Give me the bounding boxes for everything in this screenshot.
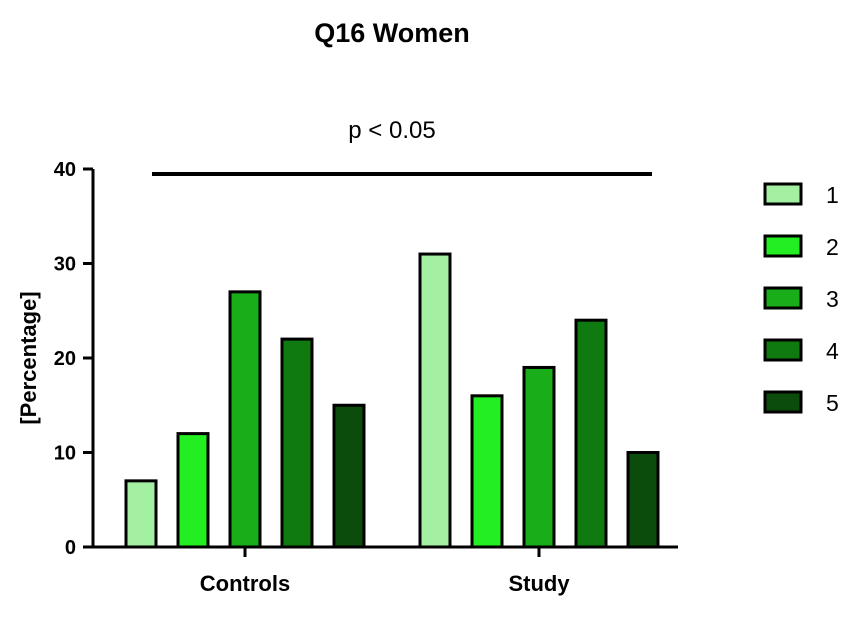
y-tick-label: 10 [54, 443, 76, 465]
legend-swatch-3 [763, 286, 803, 310]
y-tick-label: 40 [54, 159, 76, 181]
y-axis-title: [Percentage] [16, 291, 41, 424]
chart-title: Q16 Women [314, 18, 470, 48]
y-tick-label: 0 [65, 537, 76, 559]
bars [124, 252, 660, 549]
legend-label: 4 [826, 338, 839, 364]
legend-label: 1 [826, 182, 839, 208]
bar-controls-series-3 [228, 290, 262, 549]
bar-study-series-1 [418, 252, 452, 549]
legend: 1 2 3 4 5 [763, 182, 839, 416]
legend-label: 3 [826, 286, 839, 312]
x-category-label: Controls [200, 571, 290, 596]
x-axis: Controls Study [91, 545, 678, 596]
bar-study-series-5 [626, 451, 660, 549]
bar-study-series-2 [470, 394, 504, 549]
y-tick-label: 20 [54, 348, 76, 370]
significance-label: p < 0.05 [348, 117, 435, 144]
x-category-label: Study [508, 571, 570, 596]
legend-swatch-2 [763, 234, 803, 258]
legend-swatch-1 [763, 182, 803, 206]
bar-controls-series-5 [332, 403, 366, 549]
bar-controls-series-1 [124, 479, 158, 549]
legend-swatch-5 [763, 390, 803, 414]
bar-controls-series-4 [280, 337, 314, 549]
y-axis: 0 10 20 30 40 [54, 159, 95, 559]
bar-study-series-4 [574, 318, 608, 549]
legend-swatch-4 [763, 338, 803, 362]
y-tick-label: 30 [54, 254, 76, 276]
legend-label: 5 [826, 390, 839, 416]
bar-study-series-3 [522, 365, 556, 549]
legend-label: 2 [826, 234, 839, 260]
bar-controls-series-2 [176, 432, 210, 549]
